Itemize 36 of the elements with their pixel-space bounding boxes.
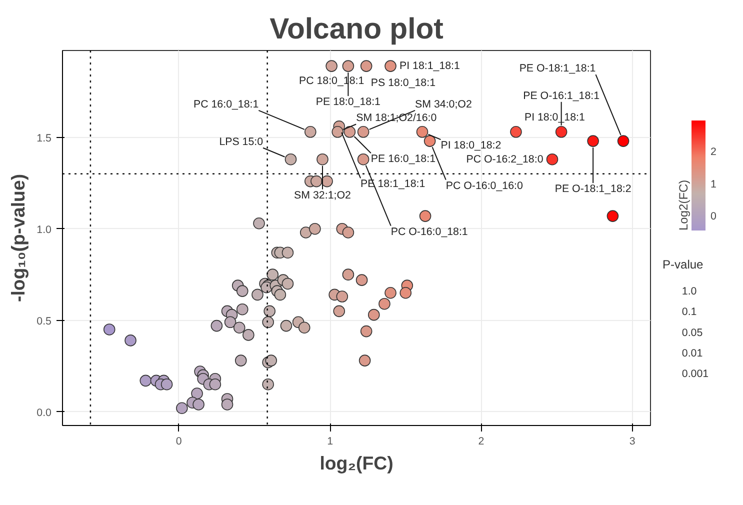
text: 0.01 bbox=[682, 347, 703, 360]
annotation: PI 18:1_18:1 bbox=[400, 60, 460, 72]
color-bar-label: 0 bbox=[710, 210, 716, 223]
color-bar-label: 1 bbox=[710, 178, 716, 190]
text: 1.0 bbox=[682, 286, 697, 298]
x-axis-title: log₂(FC) bbox=[320, 452, 394, 474]
color-bar-label: 2 bbox=[710, 146, 716, 158]
annotation: PC O-16:0_18:1 bbox=[390, 226, 468, 238]
annotation: SM 32:1;O2 bbox=[294, 189, 351, 202]
annotation: PE O-18:1_18:2 bbox=[554, 183, 632, 196]
y-tick-label: 0.0 bbox=[36, 406, 52, 419]
x-tick-label: 0 bbox=[176, 436, 182, 448]
y-axis-title: -log₁₀(p-value) bbox=[8, 174, 29, 302]
x-tick-label: 3 bbox=[629, 436, 636, 448]
annotation: PC O-16:0_16:0 bbox=[446, 180, 523, 192]
annotation: SM 34:0;O2 bbox=[415, 98, 472, 110]
annotation: PE 18:0_18:1 bbox=[316, 96, 381, 108]
chart-title: Volcano plot bbox=[270, 12, 444, 46]
y-tick-label: 0.5 bbox=[36, 315, 52, 328]
text: P-value bbox=[662, 257, 704, 272]
annotation: PE 16:0_18:1 bbox=[370, 153, 436, 166]
annotation: PC O-16:2_18:0 bbox=[466, 153, 544, 166]
annotation: PE O-18:1_18:1 bbox=[519, 62, 596, 75]
y-tick-label: 1.0 bbox=[36, 224, 52, 236]
annotation: PI 18:0_18:2 bbox=[440, 140, 502, 152]
y-tick-label: 1.5 bbox=[36, 132, 52, 144]
annotation: PC 16:0_18:1 bbox=[193, 98, 259, 110]
color-bar-title: Log2(FC) bbox=[676, 180, 690, 230]
text: 0.1 bbox=[682, 306, 697, 318]
x-tick-label: 1 bbox=[327, 436, 334, 448]
x-tick-label: 2 bbox=[478, 436, 484, 448]
annotation: LPS 15:0 bbox=[219, 136, 264, 148]
annotation: PS 18:0_18:1 bbox=[370, 77, 436, 90]
annotation: PE O-16:1_18:1 bbox=[523, 90, 600, 102]
text: 0.05 bbox=[682, 326, 703, 339]
text: 0.001 bbox=[682, 368, 709, 380]
